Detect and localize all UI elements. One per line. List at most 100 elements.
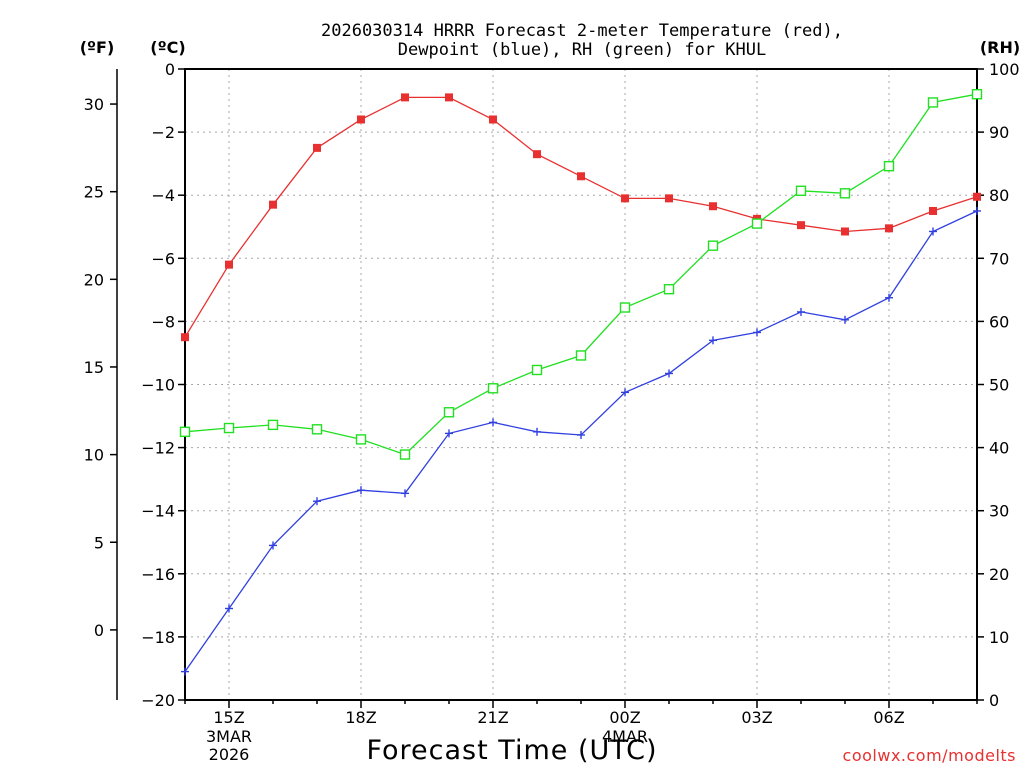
data-point [971, 89, 983, 100]
data-point [665, 369, 673, 378]
series-line [184, 96, 978, 338]
celsius-tick-label: −2 [151, 123, 175, 142]
data-point [927, 97, 939, 108]
rh-tick-label: 90 [989, 123, 1009, 142]
data-point [269, 541, 277, 550]
fahrenheit-tick-label: 25 [84, 183, 104, 202]
fahrenheit-unit-label: (ºF) [80, 38, 115, 57]
data-point [489, 418, 497, 427]
data-point [929, 206, 937, 215]
data-point [751, 218, 763, 229]
rh-unit-label: (RH) [980, 38, 1020, 57]
data-point [619, 302, 631, 313]
data-point [313, 143, 321, 152]
celsius-tick-label: −16 [141, 565, 175, 584]
data-point [707, 240, 719, 251]
celsius-tick-label: −10 [141, 376, 175, 395]
data-point [883, 160, 895, 172]
series-line [184, 210, 978, 672]
grid-lines [185, 69, 977, 700]
rh-tick-label: 70 [989, 249, 1009, 268]
data-point [311, 424, 323, 435]
data-point [357, 115, 365, 124]
celsius-tick-label: −12 [141, 439, 175, 458]
celsius-tick-label: 0 [165, 60, 175, 79]
data-point [445, 429, 453, 438]
time-tick-label: 06Z [873, 708, 904, 727]
data-point [269, 200, 277, 209]
rh-tick-label: 20 [989, 565, 1009, 584]
data-point [753, 328, 761, 337]
data-point [795, 185, 807, 196]
fahrenheit-tick-label: 0 [94, 621, 104, 640]
data-point [885, 224, 893, 233]
fahrenheit-tick-label: 5 [94, 533, 104, 552]
data-point [445, 93, 453, 102]
chart-title-line2: Dewpoint (blue), RH (green) for KHUL [398, 40, 766, 60]
data-point [709, 336, 717, 345]
data-point [533, 150, 541, 159]
series-temperature [181, 93, 981, 342]
data-point [355, 434, 367, 445]
time-tick-label: 18Z [345, 708, 376, 727]
data-point [357, 486, 365, 495]
data-point [267, 419, 279, 431]
fahrenheit-tick-label: 30 [84, 95, 104, 114]
celsius-tick-label: −6 [151, 249, 175, 268]
year-label: 2026 [209, 745, 250, 764]
credit-text: coolwx.com/modelts [843, 746, 1016, 765]
data-point [179, 426, 191, 438]
data-point [313, 497, 321, 506]
chart-title-line1: 2026030314 HRRR Forecast 2-meter Tempera… [321, 21, 843, 41]
celsius-unit-label: (ºC) [150, 38, 185, 57]
data-point [223, 422, 235, 434]
celsius-tick-label: −18 [141, 628, 175, 647]
series-relative-humidity [179, 89, 983, 460]
data-point [181, 667, 189, 676]
fahrenheit-tick-label: 10 [84, 446, 104, 465]
data-point [489, 115, 497, 124]
data-point [797, 307, 805, 316]
data-point [621, 388, 629, 397]
fahrenheit-tick-label: 20 [84, 270, 104, 289]
rh-tick-label: 10 [989, 628, 1009, 647]
data-point [575, 350, 587, 361]
data-point [487, 383, 499, 394]
fahrenheit-axis: 30 25 20 15 10 5 0 [84, 95, 117, 640]
data-point [533, 427, 541, 436]
rh-tick-label: 50 [989, 376, 1009, 395]
data-point [401, 93, 409, 102]
celsius-tick-label: −4 [151, 186, 175, 205]
data-point [973, 206, 981, 215]
data-series [179, 89, 983, 676]
time-tick-label: 03Z [741, 708, 772, 727]
data-point [399, 449, 411, 460]
time-tick-label: 21Z [477, 708, 508, 727]
time-tick-label: 00Z [609, 708, 640, 727]
data-point [841, 227, 849, 236]
x-axis-title: Forecast Time (UTC) [366, 735, 657, 766]
time-tick-label: 15Z [213, 708, 244, 727]
data-point [577, 430, 585, 439]
rh-tick-label: 100 [989, 60, 1020, 79]
data-point [531, 364, 543, 376]
data-point [839, 188, 851, 199]
celsius-tick-label: −8 [151, 312, 175, 331]
data-point [621, 194, 629, 203]
data-point [181, 333, 189, 342]
data-point [929, 227, 937, 236]
data-point [663, 284, 675, 295]
data-point [709, 202, 717, 211]
data-point [443, 407, 455, 418]
data-point [225, 604, 233, 613]
data-point [401, 489, 409, 498]
data-point [885, 293, 893, 302]
series-dewpoint [181, 206, 981, 676]
data-point [225, 260, 233, 269]
rh-tick-label: 60 [989, 312, 1009, 331]
celsius-tick-label: −14 [141, 502, 175, 521]
data-point [577, 172, 585, 181]
data-point [973, 192, 981, 201]
